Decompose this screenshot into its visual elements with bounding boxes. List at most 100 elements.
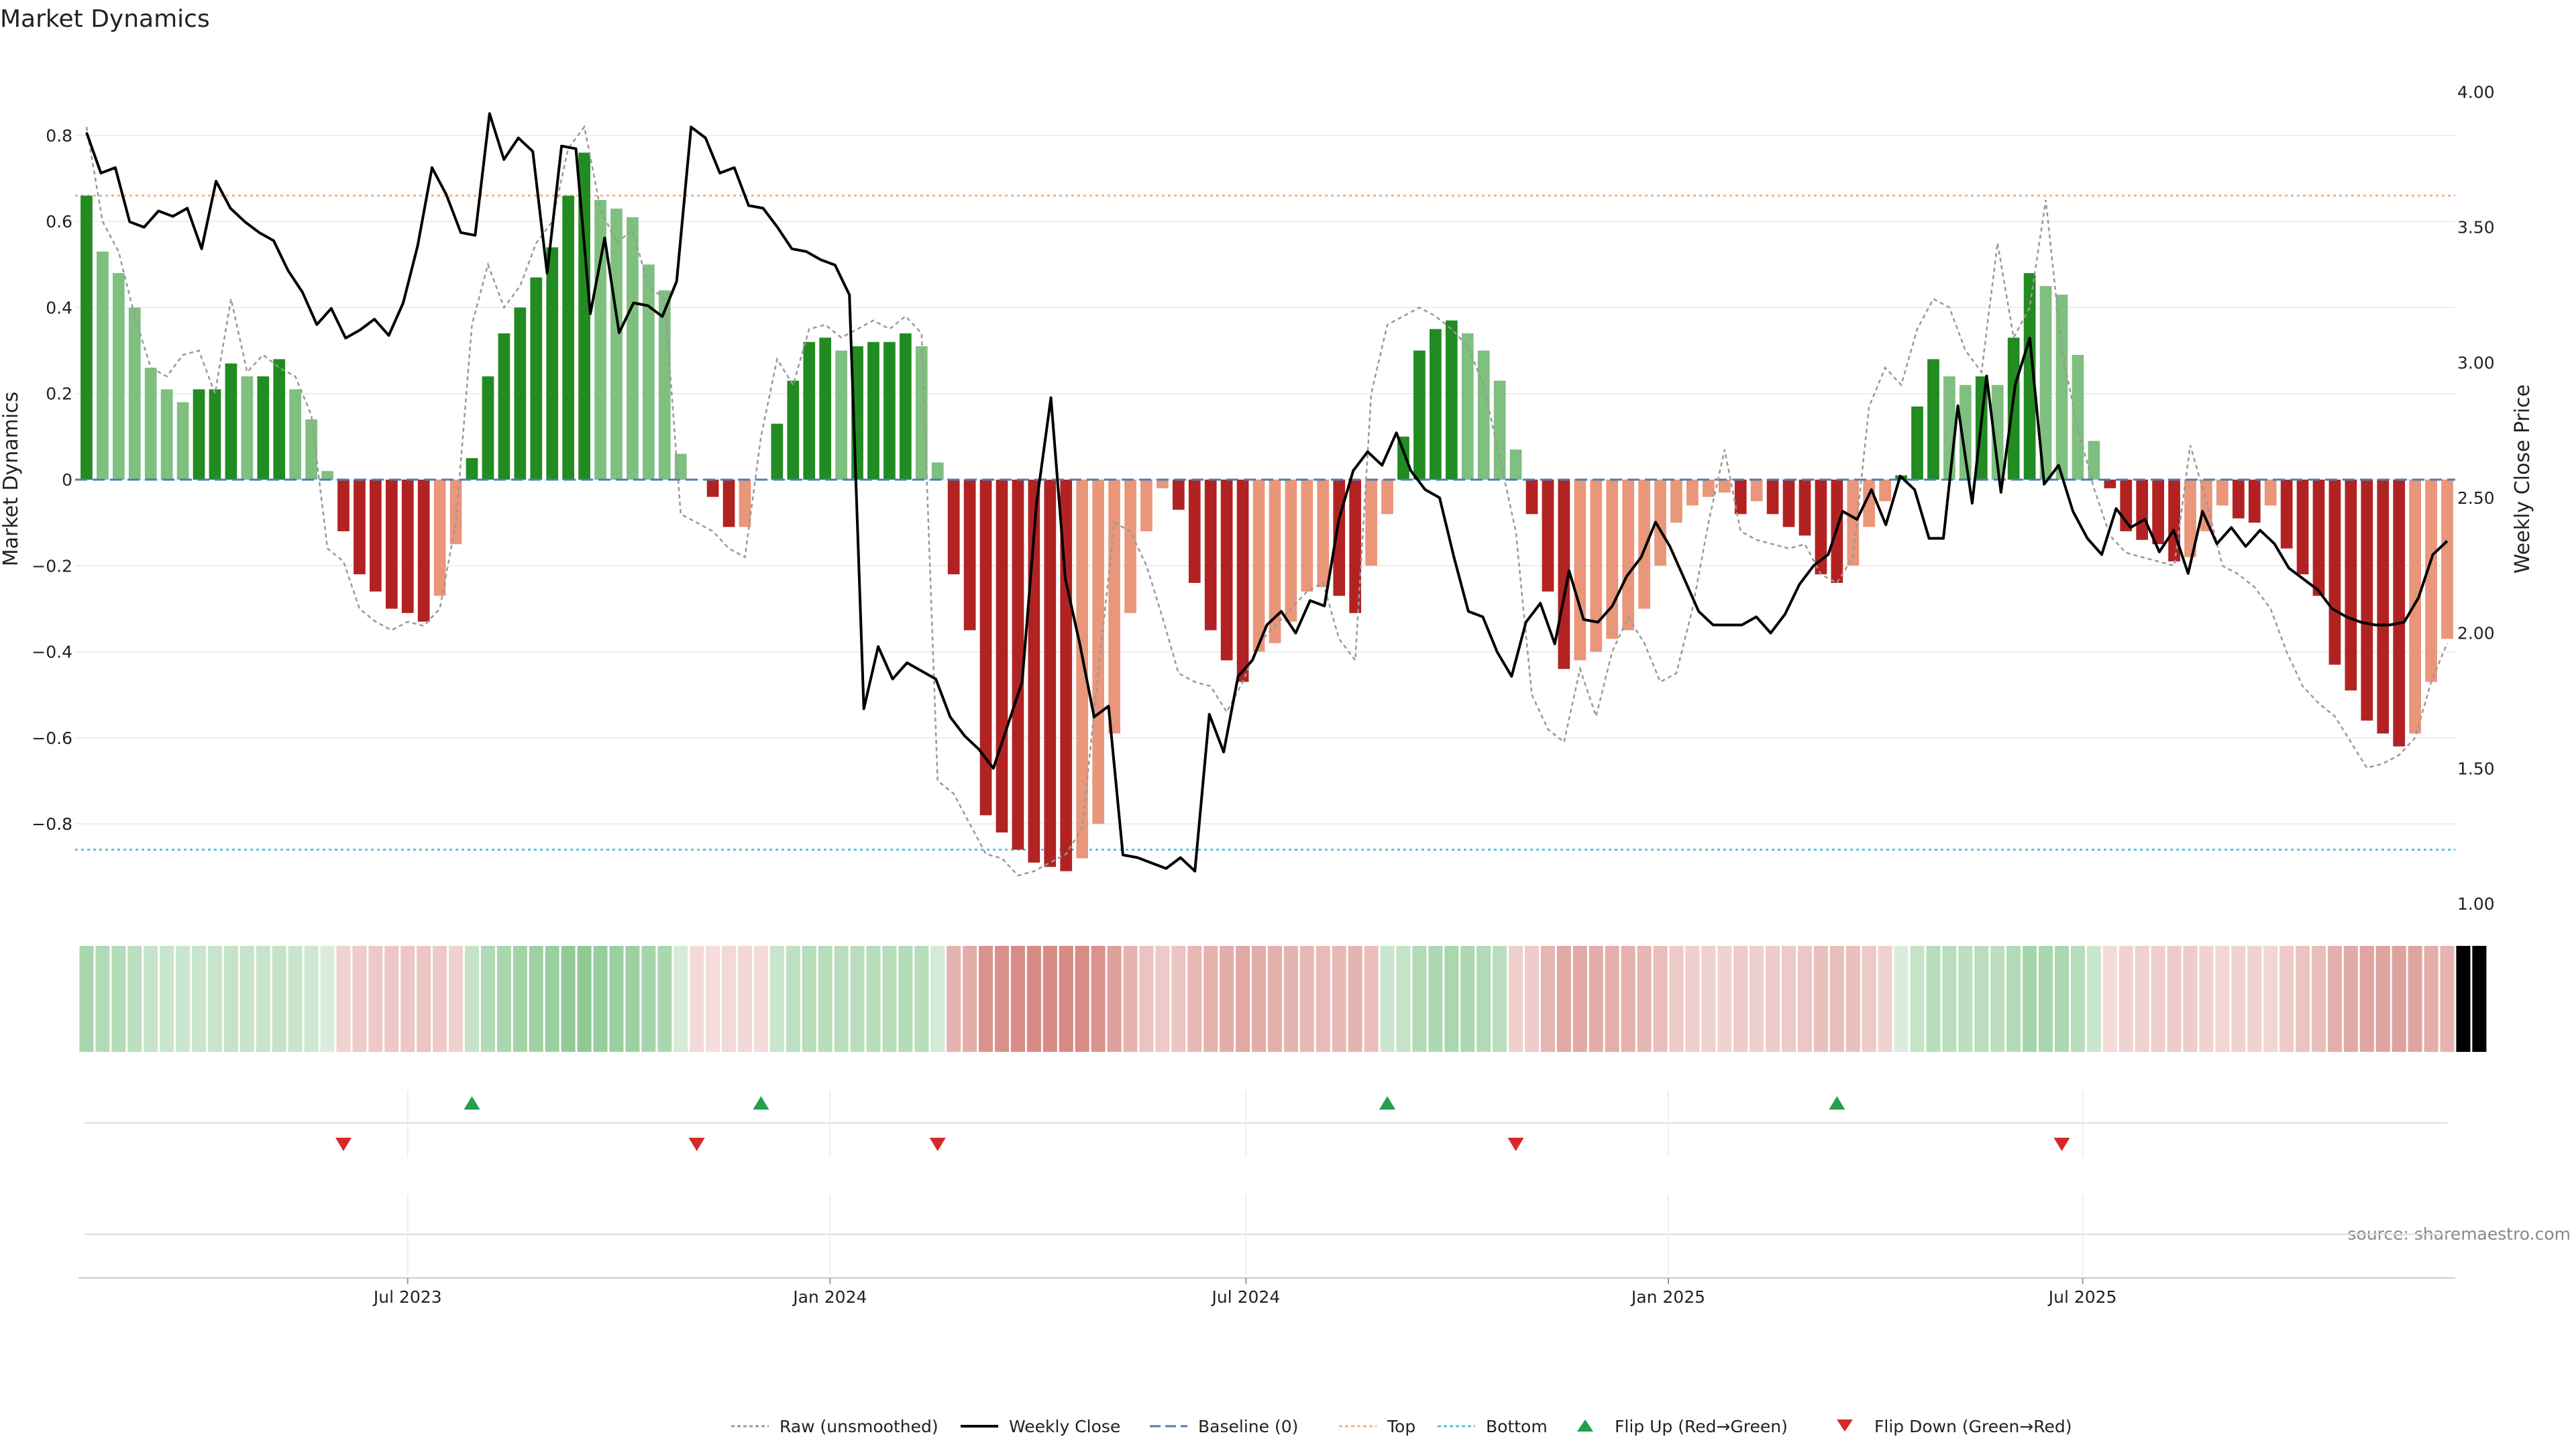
bar: [1558, 480, 1570, 669]
bar: [1686, 480, 1699, 506]
legend-item: Top: [1339, 1417, 1415, 1436]
regime-cell: [256, 946, 270, 1052]
bar: [2055, 294, 2068, 480]
regime-cell: [496, 946, 511, 1052]
regime-cell: [1813, 946, 1828, 1052]
bar: [546, 247, 559, 480]
bar: [176, 402, 189, 480]
regime-cell: [1958, 946, 1973, 1052]
regime-cell: [1990, 946, 2005, 1052]
regime-cell: [1685, 946, 1700, 1052]
flip-down-marker: [1507, 1138, 1524, 1151]
regime-cell: [1637, 946, 1652, 1052]
regime-cell: [930, 946, 945, 1052]
bar: [642, 264, 655, 480]
regime-cell: [1556, 946, 1571, 1052]
y-tick-label-right: 2.50: [2457, 488, 2495, 508]
bar: [578, 152, 590, 480]
regime-cell: [1412, 946, 1427, 1052]
regime-cell: [882, 946, 897, 1052]
flip-up-marker: [1379, 1096, 1396, 1110]
y-tick-label-right: 1.00: [2457, 894, 2495, 914]
bar: [1172, 480, 1185, 510]
y-tick-label-left: −0.2: [32, 556, 72, 576]
bar: [1092, 480, 1104, 824]
bar: [2280, 480, 2293, 549]
y-tick-label-left: −0.6: [32, 729, 72, 748]
bar: [1991, 384, 2004, 480]
regime-cell: [1203, 946, 1218, 1052]
flip-up-marker: [464, 1096, 480, 1110]
flip-up-marker: [753, 1096, 769, 1110]
bar: [80, 195, 93, 480]
bar: [1317, 480, 1330, 588]
regime-cell: [947, 946, 961, 1052]
y-tick-label-right: 3.00: [2457, 353, 2495, 372]
regime-cell: [2086, 946, 2101, 1052]
bar: [1188, 480, 1201, 583]
legend-label: Flip Up (Red→Green): [1615, 1417, 1788, 1436]
bar: [2152, 480, 2164, 545]
regime-cell: [95, 946, 110, 1052]
regime-cell: [1075, 946, 1089, 1052]
regime-cell: [417, 946, 431, 1052]
x-tick-label: Jul 2024: [1211, 1287, 1281, 1307]
bar: [1269, 480, 1281, 643]
bar: [2184, 480, 2196, 557]
bar: [2200, 480, 2212, 531]
bar: [706, 480, 719, 497]
bar: [658, 290, 671, 480]
regime-cell: [433, 946, 447, 1052]
regime-cell: [529, 946, 543, 1052]
bar: [1413, 350, 1426, 480]
regime-cell: [1589, 946, 1603, 1052]
regime-cell: [239, 946, 254, 1052]
regime-cell: [1910, 946, 1925, 1052]
legend-item: Flip Up (Red→Green): [1577, 1417, 1788, 1436]
regime-cell: [722, 946, 737, 1052]
regime-cell: [609, 946, 624, 1052]
bar: [530, 277, 543, 480]
regime-cell: [1042, 946, 1057, 1052]
legend-label: Bottom: [1486, 1417, 1548, 1436]
bar: [1076, 480, 1089, 859]
regime-cell: [737, 946, 753, 1052]
bar: [1782, 480, 1795, 527]
legend-label: Top: [1387, 1417, 1415, 1436]
bar: [466, 458, 478, 480]
bar: [1012, 480, 1024, 850]
regime-cell: [641, 946, 656, 1052]
regime-cell: [850, 946, 865, 1052]
regime-cell: [1267, 946, 1283, 1052]
y-tick-label-right: 4.00: [2457, 83, 2495, 102]
regime-cell: [979, 946, 994, 1052]
legend-label: Raw (unsmoothed): [780, 1417, 938, 1436]
bar: [771, 423, 784, 480]
bar: [1815, 480, 1827, 575]
y-tick-label-left: 0.6: [46, 212, 72, 231]
regime-cell: [1701, 946, 1716, 1052]
regime-cell: [1460, 946, 1475, 1052]
bar: [931, 462, 944, 480]
legend-label: Baseline (0): [1198, 1417, 1298, 1436]
regime-cell: [2359, 946, 2374, 1052]
regime-cell: [1926, 946, 1941, 1052]
bar: [1718, 480, 1731, 493]
regime-cell: [834, 946, 849, 1052]
regime-cell: [1942, 946, 1957, 1052]
regime-cell: [1283, 946, 1298, 1052]
flip-down-marker: [2053, 1138, 2070, 1151]
regime-cell: [625, 946, 640, 1052]
regime-cell: [2215, 946, 2230, 1052]
regime-cell: [1845, 946, 1860, 1052]
regime-cell: [818, 946, 833, 1052]
bar: [433, 480, 446, 596]
regime-cell: [1107, 946, 1122, 1052]
bar: [1285, 480, 1297, 622]
bar: [1204, 480, 1217, 631]
bar: [1124, 480, 1136, 613]
bar: [1509, 449, 1522, 480]
bar: [1622, 480, 1634, 631]
bar: [1879, 480, 1892, 502]
flip-down-marker: [335, 1138, 352, 1151]
